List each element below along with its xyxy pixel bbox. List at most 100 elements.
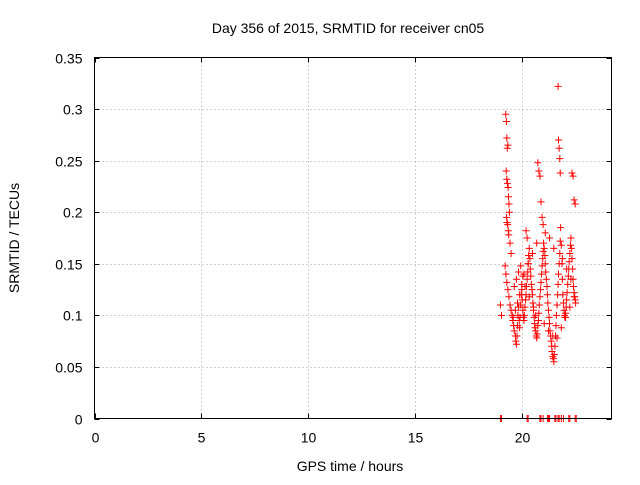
data-point [555, 144, 563, 152]
data-point [505, 231, 513, 239]
data-point [504, 221, 512, 229]
y-axis-label: SRMTID / TECUs [6, 183, 22, 293]
plot-frame [94, 57, 612, 419]
y-tick-label: 0.15 [55, 257, 82, 273]
data-point [505, 293, 513, 301]
data-point [543, 282, 551, 290]
data-point [555, 270, 563, 278]
chart-title: Day 356 of 2015, SRMTID for receiver cn0… [212, 20, 485, 36]
data-point [542, 275, 550, 283]
data-point [535, 301, 543, 309]
data-point [536, 172, 544, 180]
data-point [556, 169, 564, 177]
data-point [549, 332, 557, 340]
data-point [544, 306, 552, 314]
data-point [505, 200, 513, 208]
x-axis-label: GPS time / hours [297, 458, 404, 474]
data-point [554, 82, 562, 90]
y-tick-label: 0.05 [55, 360, 82, 376]
data-point [556, 237, 564, 245]
data-point [537, 270, 545, 278]
data-point [570, 196, 578, 204]
data-point [502, 110, 510, 118]
data-point [544, 299, 552, 307]
data-point [566, 303, 574, 311]
data-point [555, 136, 563, 144]
data-point [503, 179, 511, 187]
data-point [566, 249, 574, 257]
data-point [552, 311, 560, 319]
data-point [516, 291, 524, 299]
tick-layer [94, 57, 612, 420]
data-point [505, 208, 513, 216]
y-tick-label: 0 [75, 412, 83, 428]
data-point [505, 193, 513, 201]
data-point [533, 239, 541, 247]
data-point [569, 172, 577, 180]
data-point [550, 351, 558, 359]
data-point [521, 282, 529, 290]
data-point [568, 169, 576, 177]
data-point [521, 303, 529, 311]
data-point [537, 198, 545, 206]
data-point [568, 255, 576, 263]
data-point [506, 239, 514, 247]
data-point [543, 291, 551, 299]
data-point [567, 234, 575, 242]
data-point [525, 244, 533, 252]
data-point [534, 317, 542, 325]
data-point [539, 221, 547, 229]
data-point [526, 255, 534, 263]
data-point [510, 327, 518, 335]
data-point [540, 320, 548, 328]
y-tick-label: 0.3 [63, 102, 83, 118]
data-point [559, 299, 567, 307]
data-point [563, 289, 571, 297]
data-point [567, 244, 575, 252]
data-point [563, 296, 571, 304]
data-point [519, 272, 527, 280]
data-point [539, 247, 547, 255]
data-point [510, 282, 518, 290]
data-point [537, 278, 545, 286]
data-point [572, 299, 580, 307]
data-points [496, 82, 580, 422]
y-tick-label: 0.1 [63, 308, 83, 324]
y-tick-labels: 0 0.05 0.1 0.15 0.2 0.25 0.3 0.35 [55, 51, 82, 428]
data-point [553, 301, 561, 309]
data-point [538, 213, 546, 221]
data-point [513, 332, 521, 340]
y-tick-label: 0.25 [55, 154, 82, 170]
data-point [558, 275, 566, 283]
data-point [506, 301, 514, 309]
data-point [497, 311, 505, 319]
x-tick-label: 20 [515, 430, 531, 446]
y-tick-label: 0.35 [55, 51, 82, 67]
data-point [512, 340, 520, 348]
data-point [503, 144, 511, 152]
data-point [517, 262, 525, 270]
data-point [551, 342, 559, 350]
data-point [550, 358, 558, 366]
data-point [541, 252, 549, 260]
data-point [541, 260, 549, 268]
data-point [540, 239, 548, 247]
data-point [567, 275, 575, 283]
data-point [520, 311, 528, 319]
data-point [545, 313, 553, 321]
data-point [525, 293, 533, 301]
data-point [526, 265, 534, 273]
data-point [562, 313, 570, 321]
x-tick-labels: 0 5 10 15 20 [92, 430, 531, 446]
data-point [527, 280, 535, 288]
data-point [532, 327, 540, 335]
data-point [502, 117, 510, 125]
data-point [512, 275, 520, 283]
data-point [504, 183, 512, 191]
data-point [516, 324, 524, 332]
data-point [502, 167, 510, 175]
data-point [529, 299, 537, 307]
data-point [546, 234, 554, 242]
y-tick-label: 0.2 [63, 205, 83, 221]
